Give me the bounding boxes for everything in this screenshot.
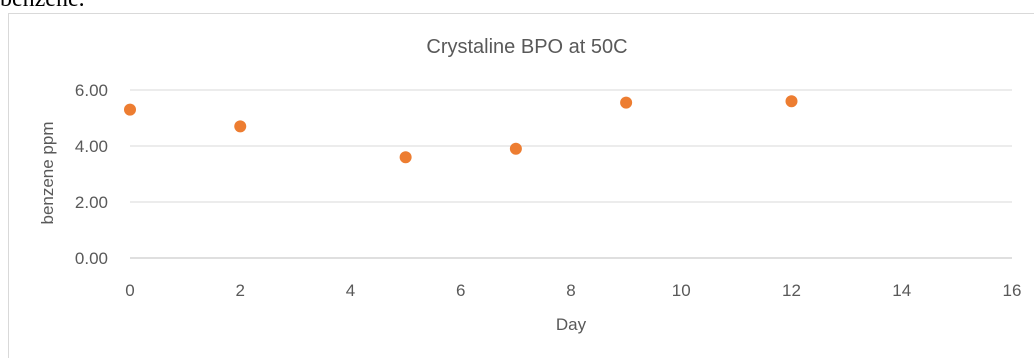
x-tick-label: 4: [346, 281, 355, 300]
y-axis-label: benzene ppm: [38, 121, 57, 224]
data-point: [620, 96, 633, 109]
data-point: [399, 151, 412, 164]
data-point: [234, 120, 247, 133]
x-tick-label: 8: [566, 281, 575, 300]
y-tick-label: 4.00: [75, 137, 108, 156]
data-point: [509, 142, 522, 155]
x-tick-label: 14: [892, 281, 911, 300]
x-tick-label: 12: [782, 281, 801, 300]
chart-frame: [8, 13, 1034, 358]
x-tick-label: 2: [236, 281, 245, 300]
x-tick-label: 10: [672, 281, 691, 300]
chart-title: Crystaline BPO at 50C: [426, 36, 627, 58]
x-tick-label: 16: [1003, 281, 1022, 300]
gridlines: [130, 89, 1012, 259]
x-tick-label: 0: [125, 281, 134, 300]
data-point: [124, 103, 136, 116]
y-axis-ticks: 0.00 2.00 4.00 6.00: [75, 81, 108, 268]
data-point: [785, 95, 798, 108]
y-tick-label: 2.00: [75, 193, 108, 212]
data-points: [124, 95, 798, 164]
x-axis-label: Day: [556, 315, 587, 334]
y-tick-label: 6.00: [75, 81, 108, 100]
preceding-text-fragment: benzene.: [0, 0, 85, 13]
x-axis-ticks: 0 2 4 6 8 10 12 14 16: [125, 281, 1021, 300]
x-tick-label: 6: [456, 281, 465, 300]
y-tick-label: 0.00: [75, 249, 108, 268]
